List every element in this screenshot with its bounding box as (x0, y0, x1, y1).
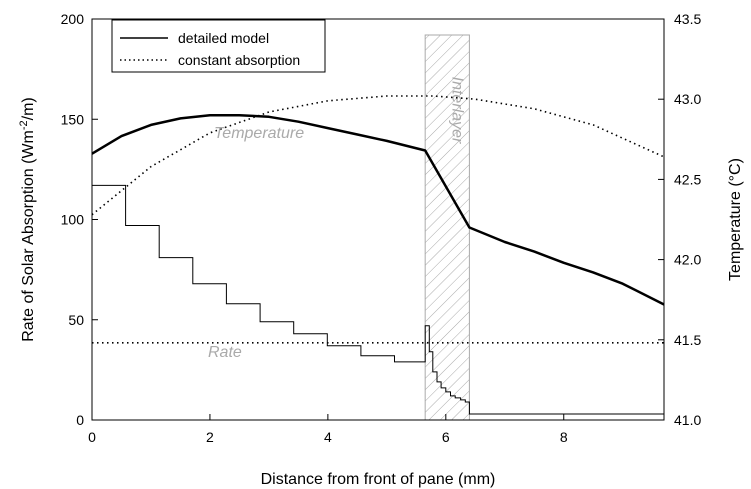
series-temperature-detailed (91, 113, 665, 306)
y-axis-left: 0 50 100 150 200 (61, 11, 98, 428)
series-layer (91, 95, 665, 415)
y-left-tick-label: 100 (61, 212, 85, 228)
y-axis-left-title-main: Rate of Solar Absorption (Wm (20, 130, 37, 342)
y-axis-left-title: Rate of Solar Absorption (Wm-2/m) (18, 97, 37, 342)
y-left-tick-label: 200 (61, 11, 85, 27)
y-right-tick-label: 41.0 (674, 412, 701, 428)
y-axis-right-title: Temperature (°C) (727, 158, 744, 281)
x-tick-label: 6 (442, 429, 450, 445)
x-axis: 0 2 4 6 8 (88, 414, 568, 445)
interlayer-annotation: Interlayer (448, 77, 465, 144)
temperature-annotation: Temperature (214, 125, 304, 142)
y-axis-left-title-tail: /m) (20, 97, 37, 120)
legend-label-constant-absorption: constant absorption (178, 52, 300, 68)
plot-area-frame (91, 18, 665, 421)
rate-annotation: Rate (208, 344, 242, 361)
x-tick-label: 2 (206, 429, 214, 445)
y-right-tick-label: 41.5 (674, 332, 701, 348)
y-right-tick-label: 43.0 (674, 91, 701, 107)
y-left-tick-label: 150 (61, 111, 85, 127)
y-right-tick-label: 42.0 (674, 252, 701, 268)
x-tick-label: 8 (560, 429, 568, 445)
series-rate-detailed (92, 184, 664, 415)
legend-label-detailed-model: detailed model (178, 30, 269, 46)
series-temperature-constant (91, 95, 665, 216)
legend: detailed model constant absorption (111, 19, 326, 73)
x-tick-label: 4 (324, 429, 332, 445)
y-axis-right: 41.0 41.5 42.0 42.5 43.0 43.5 (658, 11, 701, 428)
x-tick-label: 0 (88, 429, 96, 445)
y-right-tick-label: 43.5 (674, 11, 701, 27)
legend-box (111, 19, 326, 73)
y-axis-left-title-superscript: -2 (18, 120, 30, 130)
y-left-tick-label: 50 (68, 312, 84, 328)
y-left-tick-label: 0 (76, 412, 84, 428)
y-right-tick-label: 42.5 (674, 171, 701, 187)
x-axis-title: Distance from front of pane (mm) (261, 471, 496, 488)
